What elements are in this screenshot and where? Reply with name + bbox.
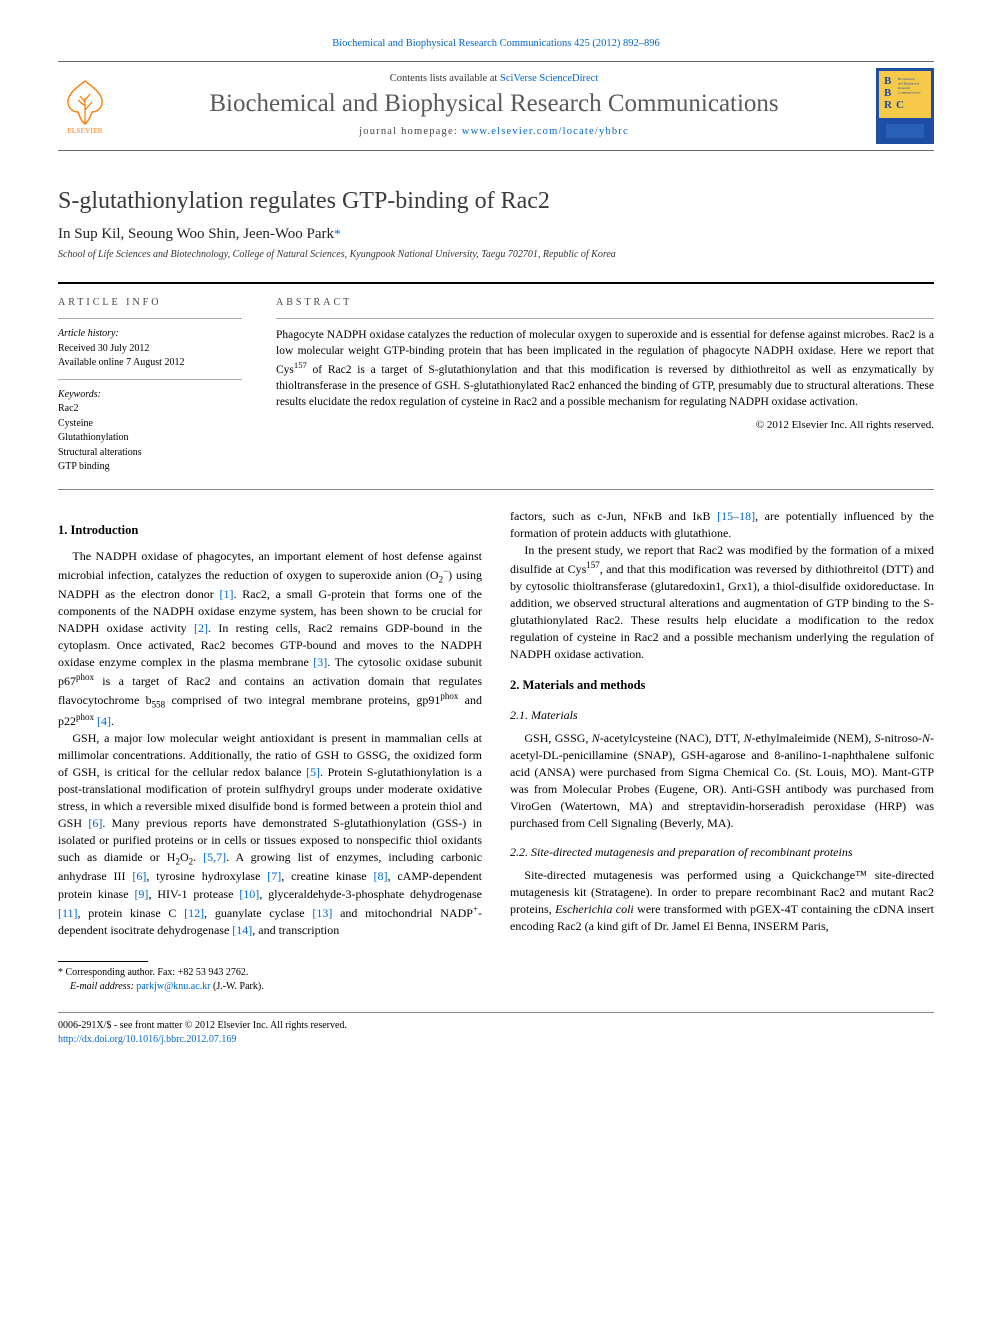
- body-paragraph: Site-directed mutagenesis was performed …: [510, 867, 934, 935]
- received-date: Received 30 July 2012: [58, 342, 242, 357]
- body-paragraph: GSH, GSSG, N-acetylcysteine (NAC), DTT, …: [510, 730, 934, 832]
- email-footnote: E-mail address: parkjw@knu.ac.kr (J.-W. …: [58, 980, 482, 994]
- doi-link[interactable]: http://dx.doi.org/10.1016/j.bbrc.2012.07…: [58, 1034, 236, 1045]
- online-date: Available online 7 August 2012: [58, 356, 242, 371]
- article-info-abstract-region: article info Article history: Received 3…: [58, 282, 934, 490]
- journal-title: Biochemical and Biophysical Research Com…: [122, 90, 866, 118]
- svg-text:Biochemical: Biochemical: [898, 77, 915, 81]
- homepage-prefix: journal homepage:: [359, 126, 462, 137]
- contents-line: Contents lists available at SciVerse Sci…: [122, 73, 866, 84]
- body-paragraph: GSH, a major low molecular weight antiox…: [58, 730, 482, 939]
- homepage-link[interactable]: www.elsevier.com/locate/ybbrc: [462, 126, 629, 137]
- corresponding-marker: *: [334, 226, 341, 241]
- svg-text:Research: Research: [898, 86, 910, 90]
- sciencedirect-link[interactable]: SciVerse ScienceDirect: [500, 73, 598, 84]
- authors-text: In Sup Kil, Seoung Woo Shin, Jeen-Woo Pa…: [58, 226, 334, 242]
- keyword: Structural alterations: [58, 446, 242, 461]
- masthead: ELSEVIER Contents lists available at Sci…: [58, 61, 934, 151]
- footnote-rule: [58, 961, 148, 962]
- journal-cover-icon: B B R C Biochemical and Biophysical Rese…: [876, 68, 934, 144]
- journal-homepage: journal homepage: www.elsevier.com/locat…: [122, 126, 866, 137]
- svg-text:Communications: Communications: [898, 91, 921, 95]
- svg-text:B: B: [884, 75, 892, 87]
- article-info-heading: article info: [58, 296, 242, 311]
- elsevier-logo: ELSEVIER: [58, 75, 112, 137]
- article-title: S-glutathionylation regulates GTP-bindin…: [58, 187, 934, 216]
- body-columns: 1. Introduction The NADPH oxidase of pha…: [58, 508, 934, 994]
- email-label: E-mail address:: [70, 981, 134, 992]
- body-paragraph: The NADPH oxidase of phagocytes, an impo…: [58, 548, 482, 731]
- svg-text:C: C: [896, 99, 904, 111]
- corresponding-email-link[interactable]: parkjw@knu.ac.kr: [136, 981, 210, 992]
- abstract-box: abstract Phagocyte NADPH oxidase catalyz…: [258, 282, 934, 489]
- abstract-heading: abstract: [276, 296, 934, 310]
- body-paragraph: factors, such as c-Jun, NFκB and IκB [15…: [510, 508, 934, 542]
- keywords-label: Keywords:: [58, 388, 242, 403]
- keyword: Rac2: [58, 402, 242, 417]
- subsection-heading-materials: 2.1. Materials: [510, 707, 934, 724]
- subsection-heading-mutagenesis: 2.2. Site-directed mutagenesis and prepa…: [510, 844, 934, 861]
- email-suffix: (J.-W. Park).: [210, 981, 263, 992]
- masthead-center: Contents lists available at SciVerse Sci…: [122, 71, 866, 141]
- footer-rule: [58, 1012, 934, 1013]
- contents-prefix: Contents lists available at: [390, 73, 500, 84]
- svg-text:R: R: [884, 99, 893, 111]
- elsevier-label: ELSEVIER: [67, 127, 102, 135]
- affiliation: School of Life Sciences and Biotechnolog…: [58, 249, 934, 260]
- svg-text:B: B: [884, 87, 892, 99]
- running-citation: Biochemical and Biophysical Research Com…: [58, 38, 934, 49]
- section-heading-methods: 2. Materials and methods: [510, 677, 934, 695]
- footer-block: 0006-291X/$ - see front matter © 2012 El…: [58, 1019, 934, 1047]
- section-heading-introduction: 1. Introduction: [58, 522, 482, 540]
- abstract-copyright: © 2012 Elsevier Inc. All rights reserved…: [276, 418, 934, 433]
- abstract-text: Phagocyte NADPH oxidase catalyzes the re…: [276, 327, 934, 410]
- keyword: Glutathionylation: [58, 431, 242, 446]
- body-paragraph: In the present study, we report that Rac…: [510, 542, 934, 663]
- article-info-box: article info Article history: Received 3…: [58, 282, 258, 489]
- corresponding-author-footnote: * Corresponding author. Fax: +82 53 943 …: [58, 966, 482, 980]
- citation-link[interactable]: Biochemical and Biophysical Research Com…: [332, 38, 659, 49]
- elsevier-tree-icon: [58, 78, 112, 126]
- keyword: GTP binding: [58, 460, 242, 475]
- front-matter-line: 0006-291X/$ - see front matter © 2012 El…: [58, 1019, 934, 1033]
- history-label: Article history:: [58, 327, 242, 342]
- keyword: Cysteine: [58, 417, 242, 432]
- journal-cover-thumb: B B R C Biochemical and Biophysical Rese…: [876, 68, 934, 144]
- svg-text:and Biophysical: and Biophysical: [898, 82, 919, 86]
- author-list: In Sup Kil, Seoung Woo Shin, Jeen-Woo Pa…: [58, 226, 934, 243]
- footnote-corr-text: * Corresponding author. Fax: +82 53 943 …: [58, 967, 248, 978]
